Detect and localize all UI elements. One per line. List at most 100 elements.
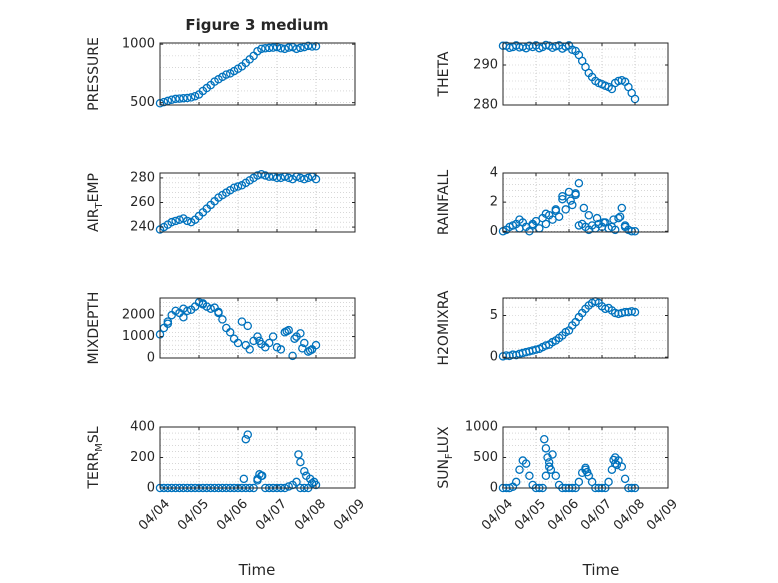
data-point xyxy=(574,477,584,487)
x-tick-label: 04/05 xyxy=(175,496,212,533)
data-point xyxy=(179,93,188,103)
data-point xyxy=(241,434,251,444)
y-tick-label: 500 xyxy=(130,95,155,110)
data-point xyxy=(186,93,196,102)
data-point xyxy=(592,213,602,223)
data-point xyxy=(300,466,309,476)
data-point xyxy=(558,194,567,204)
data-point xyxy=(268,332,278,341)
data-point xyxy=(311,340,321,350)
x-tick-label: 04/05 xyxy=(512,496,549,533)
x-tick-label: 04/04 xyxy=(479,496,516,533)
data-point xyxy=(167,217,176,227)
data-point xyxy=(288,351,297,361)
data-point xyxy=(257,44,266,54)
data-point xyxy=(257,471,267,481)
data-point xyxy=(630,227,640,236)
data-point xyxy=(298,344,307,353)
x-axis-label-left: Time xyxy=(238,561,276,579)
data-point xyxy=(284,43,293,52)
data-point xyxy=(574,178,584,188)
data-point xyxy=(179,313,188,322)
data-point xyxy=(253,332,262,341)
data-point xyxy=(225,328,235,337)
data-point xyxy=(525,471,534,481)
data-point xyxy=(581,463,590,473)
data-point xyxy=(183,93,192,103)
data-point xyxy=(558,192,567,201)
x-tick-label: 04/07 xyxy=(578,496,615,533)
data-point xyxy=(233,338,243,348)
x-tick-label: 04/07 xyxy=(253,496,290,533)
data-point xyxy=(218,315,227,324)
data-point xyxy=(561,205,570,214)
data-point xyxy=(206,304,215,313)
data-point xyxy=(540,434,549,444)
subplot-h2omixra: 0 5 H2OMIXRA xyxy=(436,290,669,366)
y-tick-label: 0 xyxy=(147,351,155,366)
data-point xyxy=(292,44,301,54)
data-point xyxy=(290,334,299,343)
y-tick-label: 2000 xyxy=(122,308,155,323)
data-point xyxy=(305,346,315,355)
y-axis-label: PRESSURE xyxy=(86,37,102,111)
y-tick-label: 400 xyxy=(130,420,155,435)
data-point xyxy=(541,471,551,481)
data-point xyxy=(296,43,305,53)
data-point xyxy=(566,196,575,205)
data-point xyxy=(599,218,608,227)
data-point xyxy=(284,173,293,183)
y-axis-label: H2OMIXRA xyxy=(436,290,452,365)
data-point xyxy=(620,474,630,484)
subplot-mixdepth: 0 1000 2000 MIXDEPTH xyxy=(86,292,356,366)
y-tick-label: 280 xyxy=(130,170,155,185)
data-point xyxy=(167,95,176,104)
x-tick-label: 04/08 xyxy=(611,496,648,533)
data-point xyxy=(551,206,561,216)
data-point xyxy=(551,471,561,481)
data-point xyxy=(276,345,286,354)
data-point xyxy=(163,319,173,328)
data-point xyxy=(541,209,551,219)
data-point xyxy=(617,203,627,213)
subplot-pressure: 500 1000 PRESSURE xyxy=(86,37,356,111)
x-tick-label: 04/06 xyxy=(545,496,582,533)
x-axis-label-right: Time xyxy=(582,561,620,579)
data-point xyxy=(261,171,270,180)
data-point xyxy=(243,321,252,331)
y-tick-label: 2 xyxy=(490,195,498,210)
y-axis-label: MIXDEPTH xyxy=(86,292,102,365)
data-point xyxy=(604,477,613,487)
data-point xyxy=(233,182,243,191)
subplot-theta: 280 290 THETA xyxy=(436,40,669,113)
data-point xyxy=(307,479,317,488)
data-point xyxy=(579,203,589,213)
axes-box xyxy=(159,42,356,106)
data-point xyxy=(175,215,184,224)
x-tick-label: 04/09 xyxy=(331,496,368,533)
data-point xyxy=(303,173,313,183)
data-point xyxy=(614,213,623,223)
y-tick-label: 200 xyxy=(130,450,155,465)
y-tick-label: 280 xyxy=(473,98,498,113)
data-point xyxy=(280,44,290,54)
data-point xyxy=(179,304,188,313)
subplot-air: 240 260 280 AIRTEMP xyxy=(86,169,356,235)
data-point xyxy=(257,169,266,179)
y-tick-label: 1000 xyxy=(122,329,155,344)
subplot-terr: 04/04 04/05 04/06 04/07 04/08 04/09 0 200 400 TER… xyxy=(86,420,368,534)
y-tick-label: 0 xyxy=(490,481,498,496)
y-axis-label: TERRMSL xyxy=(86,426,105,489)
data-point xyxy=(515,215,524,224)
x-tick-label: 04/09 xyxy=(644,496,681,533)
data-point xyxy=(584,210,594,220)
data-point xyxy=(309,477,319,487)
x-tick-label: 04/06 xyxy=(214,496,251,533)
data-point xyxy=(282,326,291,336)
y-tick-label: 260 xyxy=(130,195,155,210)
data-point xyxy=(568,200,577,210)
data-point xyxy=(300,174,309,184)
axes-box xyxy=(502,42,669,106)
figure-title: Figure 3 medium xyxy=(185,16,328,34)
